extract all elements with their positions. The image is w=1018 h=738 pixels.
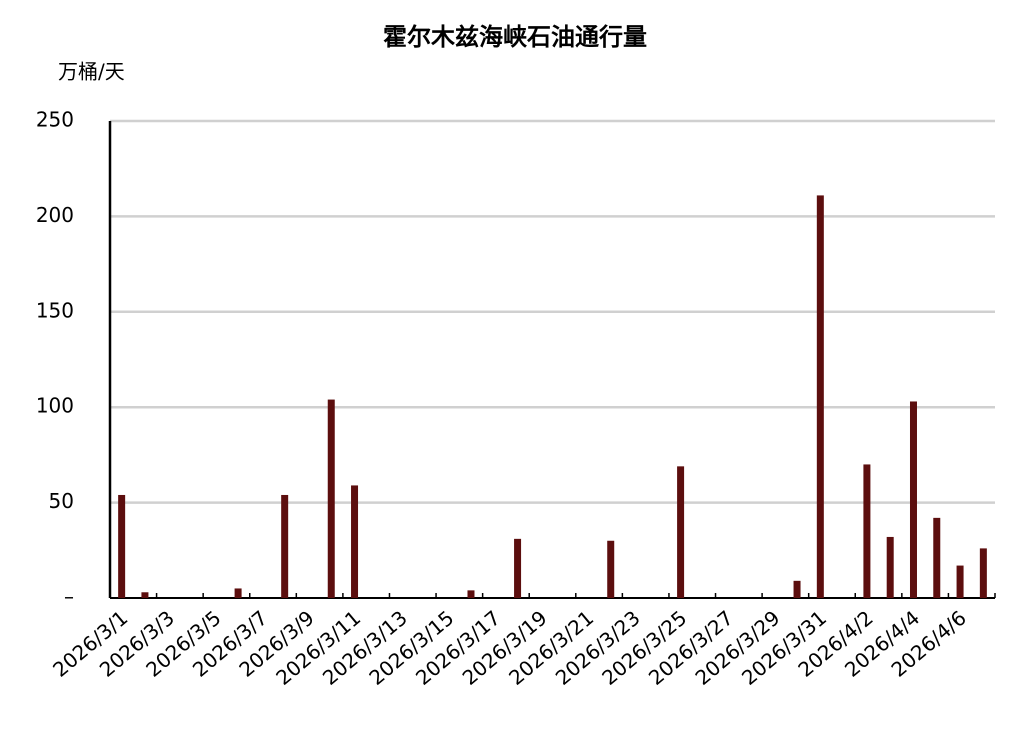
bar	[281, 494, 289, 598]
y-tick-label: 150	[36, 298, 74, 322]
bar	[956, 565, 964, 598]
y-tick-label: 50	[49, 489, 74, 513]
y-axis-label: 万桶/天	[58, 60, 125, 84]
bar	[351, 485, 359, 598]
bar	[863, 464, 871, 598]
bar	[607, 540, 615, 598]
bar	[327, 399, 335, 598]
bar	[933, 517, 941, 598]
y-tick-label: 200	[36, 203, 74, 227]
bar	[886, 536, 894, 598]
bar	[514, 538, 522, 598]
bar	[909, 401, 917, 598]
bar	[793, 580, 801, 598]
bar	[234, 588, 242, 598]
y-tick-label: –	[64, 585, 74, 609]
bar	[467, 590, 475, 598]
bar	[816, 195, 824, 599]
bar	[141, 592, 149, 598]
y-tick-label: 100	[36, 394, 74, 418]
chart-title: 霍尔木兹海峡石油通行量	[383, 23, 647, 51]
bar	[677, 466, 685, 598]
bar	[118, 494, 126, 598]
y-tick-label: 250	[36, 108, 74, 132]
bar	[979, 548, 987, 598]
